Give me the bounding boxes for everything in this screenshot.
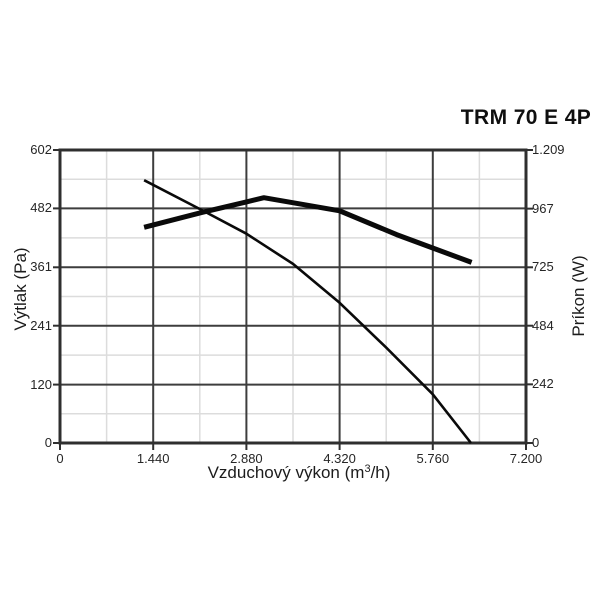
- y-axis-right-tick-label: 484: [532, 317, 554, 333]
- plot-frame: [58, 148, 528, 445]
- vytlak-pressure-curve: [143, 179, 473, 444]
- y-axis-left-tick-label: 361: [30, 259, 52, 275]
- y-axis-left-tick-label: 241: [30, 317, 52, 333]
- x-axis-tick-label: 2.880: [230, 451, 263, 466]
- x-axis-label: Vzduchový výkon (m3/h): [208, 463, 391, 483]
- x-axis-label-unit: /h): [370, 463, 391, 482]
- y-axis-left-tick-label: 120: [30, 376, 52, 392]
- y-axis-right-tick-label: 0: [532, 435, 540, 450]
- y-axis-right-tick-label: 725: [532, 259, 554, 275]
- prikon-power-curve: [143, 195, 473, 265]
- y-axis-right-tick-label: 1.209: [532, 142, 565, 157]
- y-axis-left-tick-label: 482: [30, 200, 52, 216]
- y-axis-left-tick-label: 0: [44, 435, 52, 450]
- x-axis-tick-label: 4.320: [323, 451, 356, 466]
- y-axis-left-tick-label: 602: [30, 142, 52, 157]
- x-axis-tick-label: 5.760: [416, 451, 450, 466]
- x-axis-label-superscript: 3: [364, 463, 371, 475]
- y-axis-label-right: Príkon (W): [569, 255, 588, 337]
- x-axis-tick-label: 7.200: [509, 451, 543, 466]
- y-axis-right-tick-label: 242: [532, 376, 554, 392]
- x-axis-tick-label: 1.440: [136, 451, 170, 466]
- y-axis-right-tick-label: 967: [532, 200, 554, 216]
- x-axis-tick-label: 0: [56, 451, 64, 466]
- x-axis-label-text: Vzduchový výkon (m: [207, 463, 365, 482]
- chart-title: TRM 70 E 4P: [460, 106, 592, 129]
